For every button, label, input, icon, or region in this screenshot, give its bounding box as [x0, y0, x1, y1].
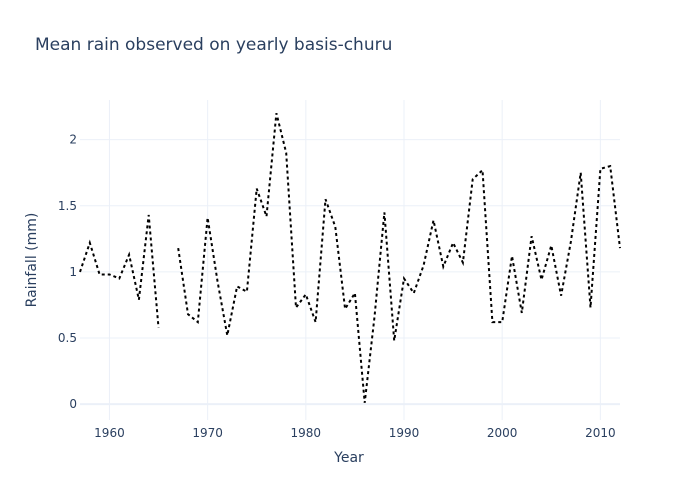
y-tick-label: 1 [69, 265, 77, 279]
y-tick-label: 0 [69, 397, 77, 411]
y-axis-title: Rainfall (mm) [24, 213, 40, 308]
series-line [177, 112, 621, 403]
x-tick-label: 1960 [94, 426, 125, 440]
x-axis-title: Year [333, 450, 364, 466]
y-tick-label: 2 [69, 133, 77, 147]
x-tick-label: 1990 [389, 426, 420, 440]
tick-labels: 1960 1970 1980 1990 2000 2010 0 0.5 1 1.5 2 [58, 133, 616, 440]
x-tick-label: 1980 [291, 426, 322, 440]
plot-area [79, 112, 621, 403]
grid [80, 100, 620, 420]
x-tick-label: 1970 [192, 426, 223, 440]
y-tick-label: 0.5 [58, 331, 77, 345]
x-tick-label: 2010 [585, 426, 616, 440]
series-line [79, 214, 160, 328]
y-tick-label: 1.5 [58, 199, 77, 213]
x-tick-label: 2000 [487, 426, 518, 440]
chart-title: Mean rain observed on yearly basis-churu [35, 35, 392, 55]
